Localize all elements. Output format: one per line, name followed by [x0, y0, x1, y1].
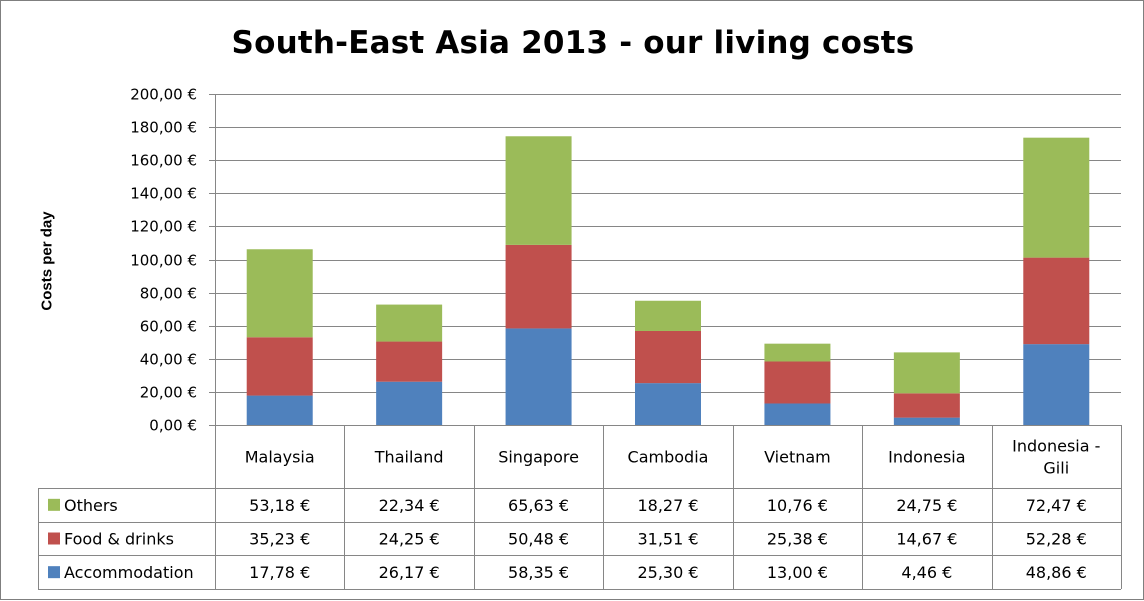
- bar-food-drinks: [505, 244, 572, 329]
- legend-label: Others: [64, 496, 118, 515]
- y-tick-label: 60,00 €: [140, 318, 197, 336]
- y-tick-label: 40,00 €: [140, 351, 197, 369]
- bar-others: [635, 300, 701, 331]
- bar-food-drinks: [246, 337, 313, 396]
- y-tick-label: 160,00 €: [130, 152, 197, 170]
- table-value: 14,67 €: [896, 530, 957, 549]
- legend-key: [48, 498, 60, 511]
- bar-accommodation: [376, 381, 443, 425]
- table-value: 25,30 €: [637, 563, 698, 582]
- table-value: 52,28 €: [1026, 530, 1087, 549]
- bar-food-drinks: [376, 341, 443, 382]
- table-value: 26,17 €: [379, 563, 440, 582]
- category-label: Malaysia: [245, 448, 315, 467]
- bar-accommodation: [764, 403, 831, 425]
- bar-accommodation: [505, 328, 572, 425]
- table-value: 17,78 €: [249, 563, 310, 582]
- table-value: 72,47 €: [1026, 496, 1087, 515]
- table-value: 24,25 €: [379, 530, 440, 549]
- bar-accommodation: [635, 383, 701, 425]
- table-value: 18,27 €: [637, 496, 698, 515]
- category-label: Gili: [1043, 459, 1069, 478]
- table-value: 24,75 €: [896, 496, 957, 515]
- table-value: 35,23 €: [249, 530, 310, 549]
- y-tick-label: 120,00 €: [130, 218, 197, 236]
- category-label: Cambodia: [628, 448, 709, 467]
- bar-food-drinks: [764, 361, 831, 404]
- bar-others: [764, 343, 831, 362]
- legend-label: Food & drinks: [64, 530, 174, 549]
- bar-others: [505, 136, 572, 245]
- table-value: 48,86 €: [1026, 563, 1087, 582]
- y-tick-label: 200,00 €: [130, 86, 197, 104]
- bar-accommodation: [246, 395, 313, 425]
- y-tick-label: 20,00 €: [140, 384, 197, 402]
- y-tick-label: 140,00 €: [130, 185, 197, 203]
- table-value: 58,35 €: [508, 563, 569, 582]
- y-tick-label: 100,00 €: [130, 252, 197, 270]
- bar-others: [246, 249, 313, 338]
- category-label: Thailand: [374, 448, 444, 467]
- table-value: 65,63 €: [508, 496, 569, 515]
- table-value: 31,51 €: [637, 530, 698, 549]
- table-value: 13,00 €: [767, 563, 828, 582]
- bar-food-drinks: [635, 330, 701, 384]
- bar-accommodation: [1023, 344, 1090, 425]
- chart-title: South-East Asia 2013 - our living costs: [231, 25, 915, 61]
- table-value: 22,34 €: [379, 496, 440, 515]
- legend-label: Accommodation: [64, 563, 194, 582]
- legend-key: [48, 532, 60, 545]
- bar-food-drinks: [893, 393, 960, 418]
- table-value: 50,48 €: [508, 530, 569, 549]
- table-value: 4,46 €: [901, 563, 952, 582]
- y-tick-label: 0,00 €: [149, 417, 197, 435]
- category-label: Indonesia: [888, 448, 965, 467]
- bar-others: [376, 304, 443, 342]
- bar-others: [893, 352, 960, 394]
- bar-food-drinks: [1023, 257, 1090, 345]
- category-label: Vietnam: [764, 448, 831, 467]
- category-label: Indonesia -: [1012, 437, 1100, 456]
- y-tick-label: 180,00 €: [130, 119, 197, 137]
- y-tick-label: 80,00 €: [140, 285, 197, 303]
- category-label: Singapore: [498, 448, 579, 467]
- table-value: 25,38 €: [767, 530, 828, 549]
- bar-accommodation: [893, 417, 960, 425]
- legend-key: [48, 566, 60, 579]
- table-value: 10,76 €: [767, 496, 828, 515]
- bar-others: [1023, 137, 1090, 258]
- table-value: 53,18 €: [249, 496, 310, 515]
